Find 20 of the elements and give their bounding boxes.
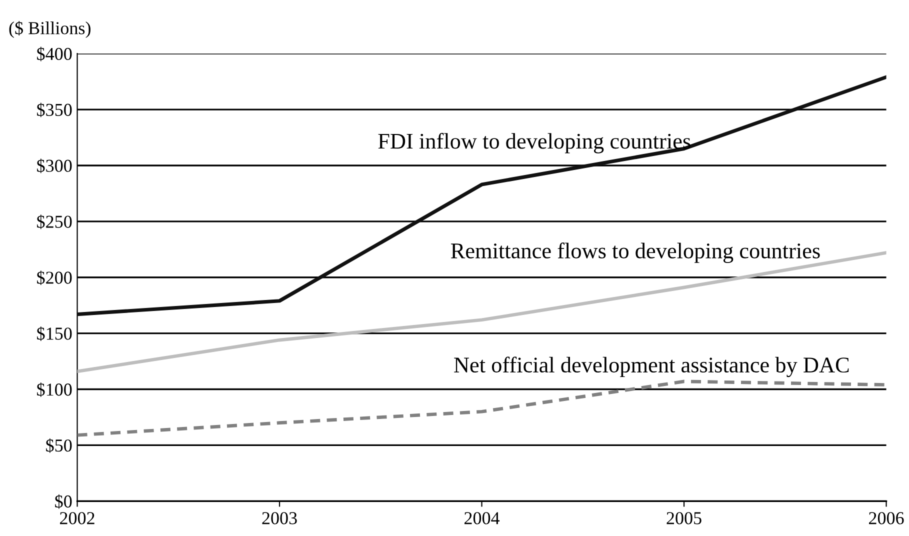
y-tick-label: $150 (37, 326, 72, 341)
series-label: FDI inflow to developing countries (378, 132, 690, 154)
y-tick-label: $400 (37, 46, 72, 62)
y-axis-title: ($ Billions) (9, 21, 90, 38)
x-tick-label: 2003 (262, 512, 297, 524)
line-series (77, 380, 886, 437)
y-tick-label: $250 (37, 214, 72, 230)
y-tick-label: $100 (37, 382, 72, 397)
x-tick-label: 2004 (464, 512, 500, 524)
y-tick-label: $50 (46, 438, 72, 453)
y-tick-label: $0 (55, 494, 72, 509)
y-tick-label: $200 (37, 270, 72, 286)
line-series (77, 75, 886, 316)
x-tick-label: 2005 (666, 512, 702, 524)
x-tick-label: 2002 (60, 512, 94, 524)
series-label: Remittance flows to developing countries (450, 242, 820, 263)
x-tick-label: 2006 (869, 512, 904, 524)
series-label: Net official development assistance by DAC (454, 356, 849, 378)
y-tick-label: $300 (37, 158, 72, 174)
y-tick-label: $350 (37, 102, 72, 118)
